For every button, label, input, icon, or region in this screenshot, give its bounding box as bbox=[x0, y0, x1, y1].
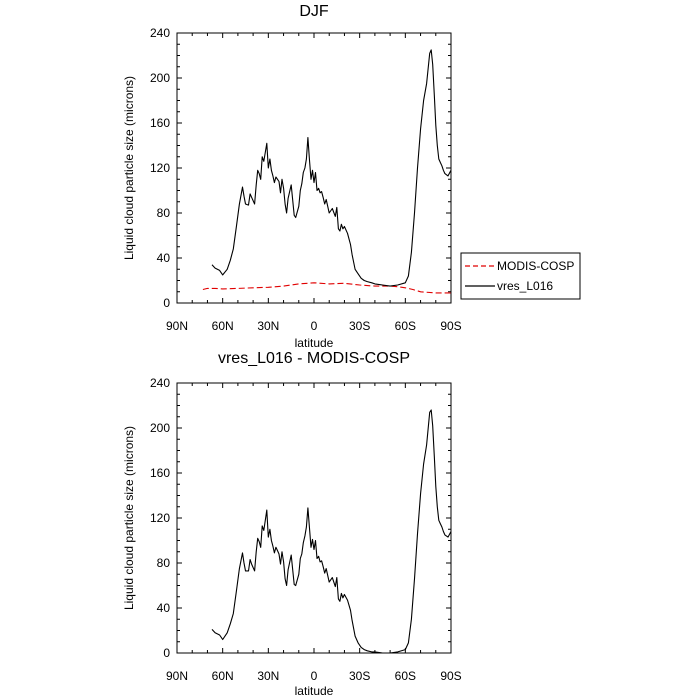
legend: MODIS-COSP vres_L016 bbox=[460, 252, 581, 300]
top-x-tick-label: 90S bbox=[440, 319, 461, 333]
bottom-x-tick-label: 30S bbox=[349, 669, 370, 683]
bottom-y-tick-label: 40 bbox=[157, 601, 171, 615]
bottom-series-vres-l016-modis-cosp bbox=[211, 409, 452, 654]
top-series-vres-l016 bbox=[211, 49, 452, 287]
bottom-y-tick-label: 120 bbox=[150, 511, 170, 525]
top-panel: DJF Liquid cloud particle size (microns)… bbox=[122, 3, 462, 350]
top-x-tick-label: 60N bbox=[212, 319, 234, 333]
bottom-x-tick-label: 60S bbox=[395, 669, 416, 683]
top-series-modis-cosp bbox=[202, 282, 451, 294]
top-x-tick-label: 30N bbox=[257, 319, 279, 333]
bottom-x-tick-label: 90N bbox=[166, 669, 188, 683]
legend-label-vres-l016: vres_L016 bbox=[497, 279, 553, 293]
top-y-tick-label: 0 bbox=[163, 296, 170, 310]
top-y-tick-label: 40 bbox=[157, 251, 171, 265]
top-x-tick-label: 90N bbox=[166, 319, 188, 333]
bottom-panel-plot-frame bbox=[176, 382, 452, 654]
bottom-y-tick-label: 240 bbox=[150, 376, 170, 390]
top-x-tick-label: 60S bbox=[395, 319, 416, 333]
bottom-panel-x-axis-label: latitude bbox=[295, 684, 334, 698]
legend-box bbox=[460, 252, 581, 300]
top-x-tick-label: 30S bbox=[349, 319, 370, 333]
bottom-y-tick-label: 80 bbox=[157, 556, 171, 570]
bottom-panel-title: vres_L016 - MODIS-COSP bbox=[218, 350, 410, 367]
bottom-y-tick-label: 200 bbox=[150, 421, 170, 435]
top-y-tick-label: 160 bbox=[150, 116, 170, 130]
top-panel-y-axis-label: Liquid cloud particle size (microns) bbox=[122, 76, 136, 260]
legend-label-modis-cosp: MODIS-COSP bbox=[497, 259, 574, 273]
bottom-panel-y-axis-label: Liquid cloud particle size (microns) bbox=[122, 426, 136, 610]
bottom-x-tick-label: 60N bbox=[212, 669, 234, 683]
top-y-tick-label: 200 bbox=[150, 71, 170, 85]
bottom-y-tick-label: 160 bbox=[150, 466, 170, 480]
top-y-tick-label: 120 bbox=[150, 161, 170, 175]
top-y-tick-label: 240 bbox=[150, 26, 170, 40]
top-x-tick-label: 0 bbox=[311, 319, 318, 333]
bottom-x-tick-label: 90S bbox=[440, 669, 461, 683]
top-panel-x-axis-label: latitude bbox=[295, 336, 334, 350]
top-panel-title: DJF bbox=[299, 3, 329, 20]
bottom-x-tick-label: 0 bbox=[311, 669, 318, 683]
bottom-y-tick-label: 0 bbox=[163, 646, 170, 660]
bottom-x-tick-label: 30N bbox=[257, 669, 279, 683]
bottom-panel: vres_L016 - MODIS-COSP Liquid cloud part… bbox=[122, 350, 462, 698]
top-y-tick-label: 80 bbox=[157, 206, 171, 220]
